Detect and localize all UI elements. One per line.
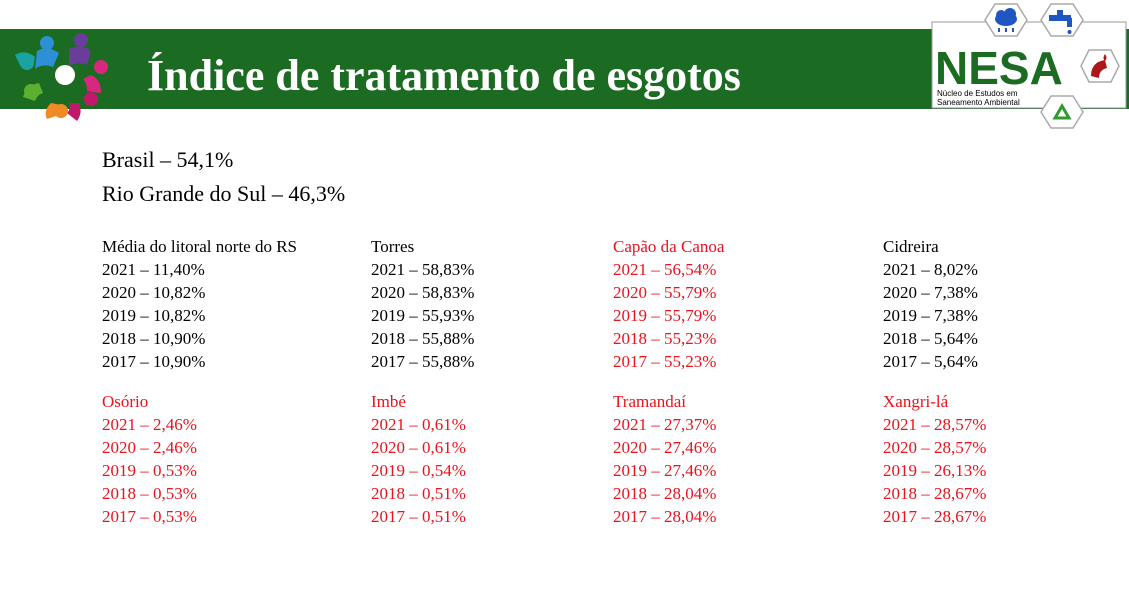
- list-item: 2017 – 0,53%: [102, 507, 197, 526]
- group-title: Xangri-lá: [883, 392, 949, 411]
- group-osorio: Osório 2021 – 2,46% 2020 – 2,46% 2019 – …: [102, 390, 197, 528]
- page-title: Índice de tratamento de esgotos: [147, 51, 741, 100]
- group-title: Média do litoral norte do RS: [102, 237, 298, 256]
- group-title: Torres: [371, 237, 415, 256]
- group-title: Tramandaí: [613, 392, 687, 411]
- summary-brasil: Brasil – 54,1%: [102, 147, 234, 172]
- list-item: 2019 – 10,82%: [102, 306, 206, 325]
- list-item: 2020 – 0,61%: [371, 438, 466, 457]
- group-imbe: Imbé 2021 – 0,61% 2020 – 0,61% 2019 – 0,…: [371, 390, 466, 528]
- list-item: 2021 – 8,02%: [883, 260, 978, 279]
- list-item: 2018 – 55,88%: [371, 329, 475, 348]
- list-item: 2019 – 26,13%: [883, 461, 987, 480]
- group-cidreira: Cidreira 2021 – 8,02% 2020 – 7,38% 2019 …: [883, 235, 978, 373]
- list-item: 2017 – 55,23%: [613, 352, 717, 371]
- figure-purple: [69, 33, 91, 66]
- group-title: Imbé: [371, 392, 406, 411]
- group-capao-da-canoa: Capão da Canoa 2021 – 56,54% 2020 – 55,7…: [613, 235, 724, 373]
- list-item: 2019 – 0,54%: [371, 461, 466, 480]
- list-item: 2018 – 10,90%: [102, 329, 206, 348]
- list-item: 2017 – 28,67%: [883, 507, 987, 526]
- list-item: 2019 – 27,46%: [613, 461, 717, 480]
- list-item: 2018 – 0,53%: [102, 484, 197, 503]
- list-item: 2017 – 5,64%: [883, 352, 978, 371]
- list-item: 2021 – 2,46%: [102, 415, 197, 434]
- list-item: 2020 – 27,46%: [613, 438, 717, 457]
- group-torres: Torres 2021 – 58,83% 2020 – 58,83% 2019 …: [371, 235, 474, 373]
- list-item: 2017 – 10,90%: [102, 352, 206, 371]
- figure-blue: [35, 36, 59, 69]
- group-tramandai: Tramandaí 2021 – 27,37% 2020 – 27,46% 20…: [613, 390, 716, 528]
- figure-orange: [45, 103, 68, 119]
- list-item: 2017 – 55,88%: [371, 352, 475, 371]
- nesa-logo: NESA Núcleo de Estudos em Saneamento Amb…: [931, 3, 1127, 129]
- list-item: 2018 – 28,04%: [613, 484, 717, 503]
- group-title: Osório: [102, 392, 149, 411]
- list-item: 2018 – 0,51%: [371, 484, 466, 503]
- nesa-subtitle-1: Núcleo de Estudos em: [937, 89, 1018, 98]
- group-title: Capão da Canoa: [613, 237, 725, 256]
- list-item: 2020 – 7,38%: [883, 283, 978, 302]
- list-item: 2021 – 0,61%: [371, 415, 466, 434]
- nesa-wordmark: NESA: [935, 42, 1063, 94]
- list-item: 2018 – 55,23%: [613, 329, 717, 348]
- list-item: 2021 – 27,37%: [613, 415, 717, 434]
- list-item: 2020 – 28,57%: [883, 438, 987, 457]
- list-item: 2021 – 11,40%: [102, 260, 205, 279]
- group-xangri-la: Xangri-lá 2021 – 28,57% 2020 – 28,57% 20…: [883, 390, 986, 528]
- list-item: 2018 – 28,67%: [883, 484, 987, 503]
- summary-rs: Rio Grande do Sul – 46,3%: [102, 181, 346, 206]
- community-logo: [15, 33, 108, 121]
- list-item: 2019 – 55,93%: [371, 306, 475, 325]
- list-item: 2019 – 0,53%: [102, 461, 197, 480]
- list-item: 2020 – 58,83%: [371, 283, 475, 302]
- list-item: 2020 – 10,82%: [102, 283, 206, 302]
- nesa-subtitle-2: Saneamento Ambiental: [937, 98, 1020, 107]
- recycle-icon: [1040, 95, 1084, 129]
- list-item: 2021 – 56,54%: [613, 260, 717, 279]
- list-item: 2021 – 28,57%: [883, 415, 987, 434]
- list-item: 2021 – 58,83%: [371, 260, 475, 279]
- list-item: 2020 – 2,46%: [102, 438, 197, 457]
- figure-green: [23, 83, 43, 101]
- group-title: Cidreira: [883, 237, 939, 256]
- list-item: 2018 – 5,64%: [883, 329, 978, 348]
- list-item: 2019 – 55,79%: [613, 306, 717, 325]
- group-litoral-norte: Média do litoral norte do RS 2021 – 11,4…: [102, 235, 297, 373]
- list-item: 2019 – 7,38%: [883, 306, 978, 325]
- figure-magenta: [67, 92, 98, 121]
- list-item: 2020 – 55,79%: [613, 283, 717, 302]
- list-item: 2017 – 0,51%: [371, 507, 466, 526]
- figure-pink: [83, 60, 108, 93]
- figure-teal: [15, 52, 35, 70]
- list-item: 2017 – 28,04%: [613, 507, 717, 526]
